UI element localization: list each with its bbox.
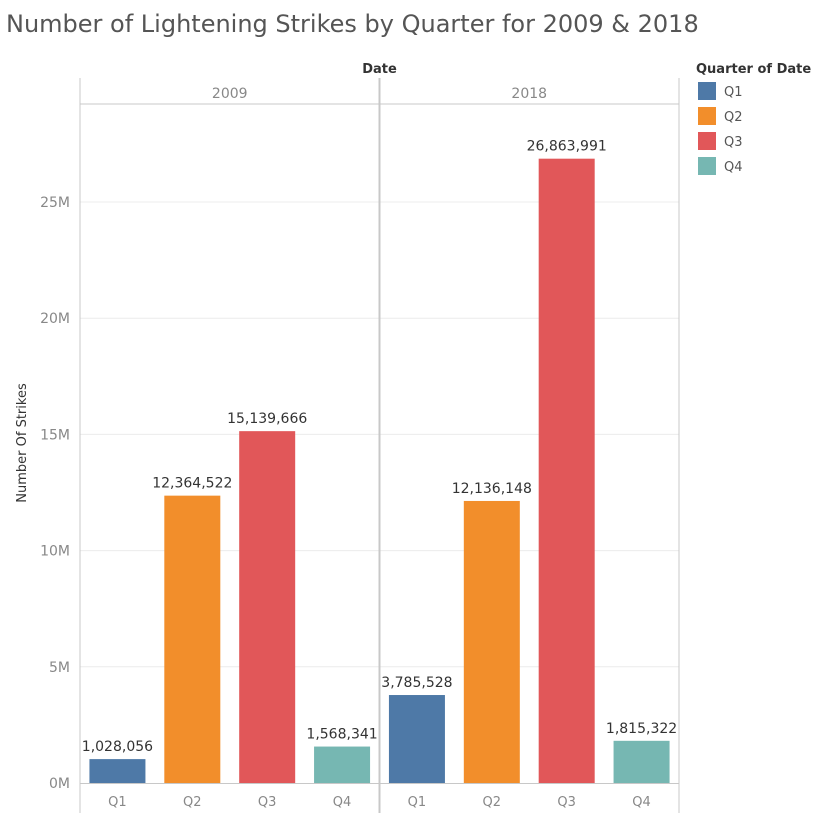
data-label: 15,139,666 (227, 411, 307, 427)
bar-2018-Q2 (463, 500, 520, 783)
legend-label-Q4: Q4 (724, 160, 743, 175)
x-tick-label: Q1 (408, 795, 427, 810)
data-label: 12,136,148 (452, 481, 532, 497)
data-label: 12,364,522 (152, 476, 232, 492)
legend-swatch-Q4 (698, 157, 716, 175)
legend-swatch-Q2 (698, 107, 716, 125)
y-axis-label: Number Of Strikes (15, 383, 30, 503)
bar-2018-Q4 (613, 740, 670, 783)
legend-label-Q2: Q2 (724, 110, 743, 125)
x-tick-label: Q2 (183, 795, 202, 810)
panel-frame (79, 78, 680, 813)
panel-label-2009: 2009 (212, 86, 248, 102)
bar-2009-Q2 (164, 495, 221, 783)
x-tick-label: Q1 (108, 795, 127, 810)
labels: 0M 5M 10M 15M 20M 25M Number Of Strikes Date 200… (15, 62, 677, 810)
bar-2018-Q3 (538, 158, 595, 783)
y-tick-label: 0M (49, 776, 70, 792)
column-header: Date (362, 62, 397, 77)
data-label: 1,568,341 (306, 727, 377, 743)
legend-swatch-Q3 (698, 132, 716, 150)
x-tick-label: Q3 (557, 795, 576, 810)
x-tick-label: Q4 (333, 795, 352, 810)
x-tick-label: Q4 (632, 795, 651, 810)
legend-swatch-Q1 (698, 82, 716, 100)
y-tick-label: 5M (49, 660, 70, 676)
data-label: 1,028,056 (82, 739, 153, 755)
y-tick-label: 10M (40, 544, 70, 560)
bars (89, 158, 670, 783)
data-label: 26,863,991 (527, 139, 607, 155)
legend-title: Quarter of Date (696, 62, 811, 77)
x-tick-label: Q3 (258, 795, 277, 810)
bar-2009-Q4 (314, 746, 371, 783)
panel-label-2018: 2018 (511, 86, 547, 102)
x-tick-label: Q2 (483, 795, 502, 810)
y-tick-label: 20M (40, 311, 70, 327)
legend: Quarter of Date Q1 Q2 Q3 Q4 (696, 62, 811, 175)
y-tick-label: 25M (40, 195, 70, 211)
bar-2009-Q3 (239, 431, 296, 783)
legend-label-Q1: Q1 (724, 85, 743, 100)
data-label: 3,785,528 (381, 675, 452, 691)
chart-title: Number of Lightening Strikes by Quarter … (6, 10, 699, 38)
bar-2018-Q1 (388, 695, 445, 783)
bar-2009-Q1 (89, 759, 146, 783)
data-label: 1,815,322 (606, 721, 677, 737)
legend-label-Q3: Q3 (724, 135, 743, 150)
y-tick-label: 15M (40, 427, 70, 443)
